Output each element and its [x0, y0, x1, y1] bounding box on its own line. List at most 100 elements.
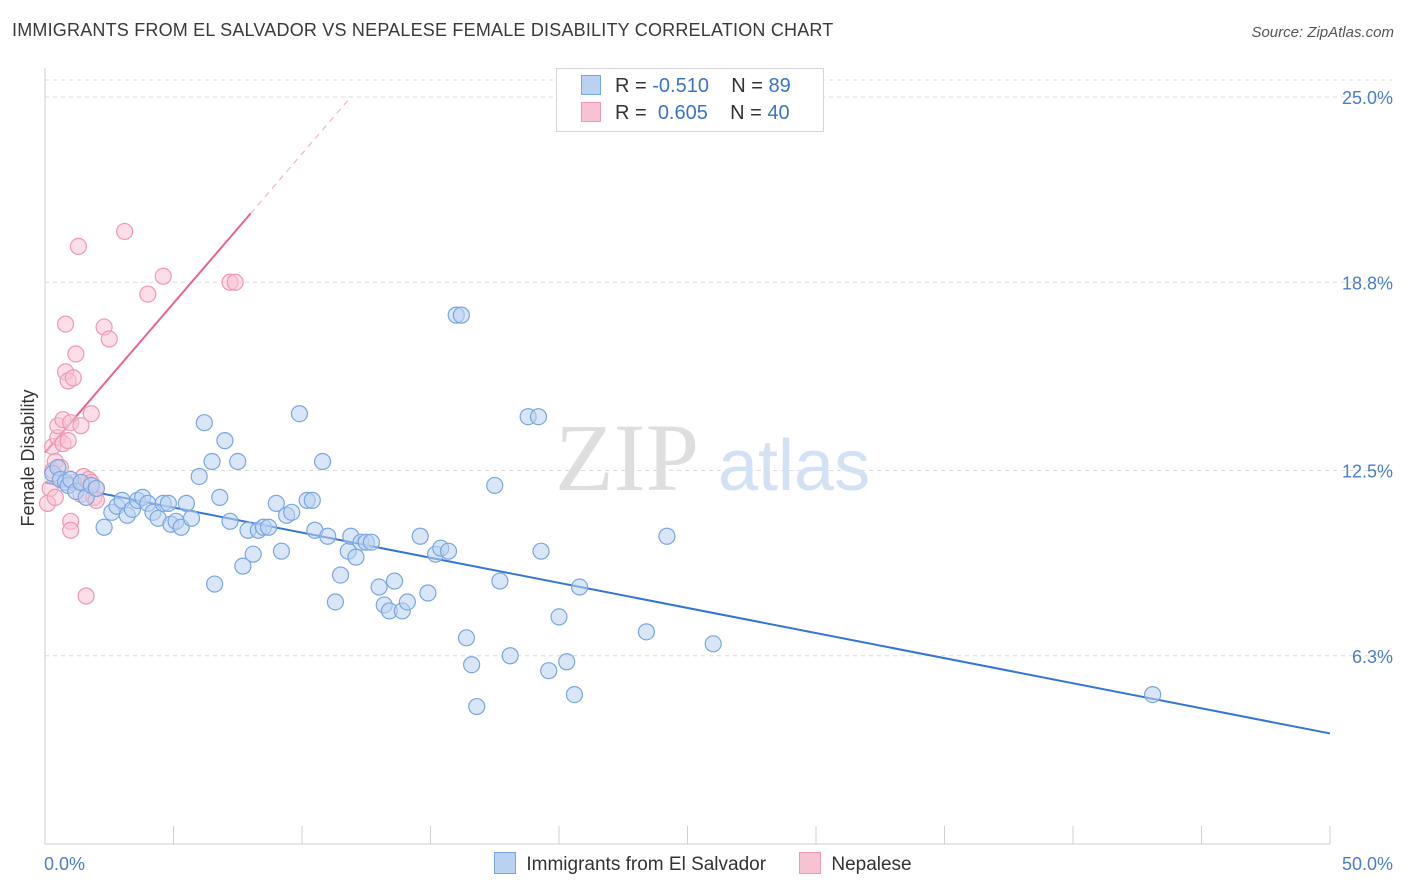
x-tick-label: 0.0% [44, 854, 85, 874]
el-salvador-point [370, 578, 388, 596]
el-salvador-point [362, 533, 380, 551]
legend-item-nepalese: Nepalese [799, 852, 912, 876]
stats-legend: R = -0.510 N = 89 R = 0.605 N = 40 [556, 68, 824, 132]
r-label: R = [615, 102, 647, 124]
r-value: 0.605 [657, 102, 708, 124]
r-label: R = [615, 75, 647, 97]
el-salvador-point [159, 494, 177, 512]
el-salvador-point [452, 306, 470, 324]
el-salvador-point [529, 408, 548, 426]
el-salvador-point [229, 452, 247, 471]
el-salvador-point [87, 479, 106, 498]
el-salvador-point [182, 509, 201, 527]
el-salvador-point [216, 432, 234, 450]
nepalese-point [64, 369, 82, 387]
el-salvador-point [637, 623, 655, 641]
el-salvador-point [491, 572, 509, 590]
el-salvador-points [44, 306, 1162, 716]
el-salvador-point [658, 527, 676, 545]
nepalese-point [59, 432, 77, 450]
legend-row-el-salvador: R = -0.510 N = 89 [581, 75, 791, 98]
el-salvador-point [211, 488, 229, 506]
el-salvador-point [303, 491, 321, 509]
el-salvador-point [704, 635, 722, 653]
nepalese-trendline-extension [250, 99, 349, 214]
n-label: N = [731, 75, 763, 97]
el-salvador-point [244, 545, 262, 563]
el-salvador-point [313, 452, 332, 471]
nepalese-point [72, 417, 90, 435]
axis-layer [44, 68, 1331, 845]
el-salvador-point [326, 593, 345, 611]
y-tick-label: 12.5% [1342, 462, 1393, 482]
legend-label: Nepalese [831, 854, 912, 875]
el-salvador-point [565, 685, 584, 704]
nepalese-point [154, 267, 172, 285]
el-salvador-point [385, 572, 404, 590]
el-salvador-point [203, 452, 221, 471]
y-tick-label: 18.8% [1342, 273, 1393, 293]
nepalese-point [100, 330, 118, 348]
pink-swatch [799, 852, 822, 874]
nepalese-point [82, 405, 100, 423]
blue-swatch [581, 75, 601, 95]
el-salvador-point [221, 512, 239, 530]
nepalese-points [38, 222, 244, 605]
nepalese-point [67, 345, 85, 363]
nepalese-point [116, 222, 134, 241]
nepalese-point [62, 521, 80, 539]
n-value: 89 [768, 75, 791, 97]
el-salvador-point [463, 656, 481, 674]
nepalese-trendline [44, 212, 252, 454]
blue-swatch [494, 852, 517, 874]
el-salvador-point [177, 494, 195, 512]
legend-label: Immigrants from El Salvador [526, 854, 767, 875]
nepalese-point [69, 237, 88, 255]
r-value: -0.510 [652, 75, 709, 97]
nepalese-point [77, 587, 95, 605]
el-salvador-point [411, 527, 429, 545]
el-salvador-point [532, 542, 550, 560]
nepalese-point [139, 285, 157, 303]
y-axis-title: Female Disability [18, 389, 38, 526]
y-tick-label: 25.0% [1342, 88, 1393, 108]
chart-title: IMMIGRANTS FROM EL SALVADOR VS NEPALESE … [12, 20, 834, 40]
pink-swatch [581, 102, 601, 122]
watermark-zip: ZIP [555, 404, 699, 511]
nepalese-point [226, 273, 244, 291]
el-salvador-point [540, 662, 558, 680]
legend-row-nepalese: R = 0.605 N = 40 [581, 102, 790, 125]
el-salvador-point [195, 414, 213, 432]
series-legend: Immigrants from El Salvador Nepalese [0, 852, 1406, 876]
tick-label-layer: 6.3% 12.5% 18.8% 25.0% 0.0% 50.0% Female Disab… [18, 88, 1393, 874]
el-salvador-point [234, 557, 252, 575]
el-salvador-point [272, 542, 291, 560]
n-label: N = [730, 102, 762, 124]
el-salvador-point [558, 653, 576, 671]
el-salvador-point [468, 697, 486, 716]
el-salvador-point [347, 548, 365, 566]
el-salvador-point [501, 647, 519, 665]
el-salvador-point [550, 608, 568, 626]
y-tick-label: 6.3% [1352, 647, 1393, 667]
el-salvador-point [267, 494, 285, 512]
el-salvador-point [259, 518, 278, 536]
watermark: ZIP atlas [555, 404, 870, 511]
n-value: 40 [767, 102, 790, 124]
el-salvador-point [95, 518, 113, 536]
el-salvador-point [419, 584, 437, 602]
el-salvador-point [283, 503, 301, 521]
el-salvador-point [319, 527, 337, 545]
nepalese-point [56, 315, 75, 333]
watermark-atlas: atlas [718, 426, 870, 506]
x-tick-label: 50.0% [1342, 854, 1393, 874]
el-salvador-point [457, 629, 476, 647]
el-salvador-point [439, 542, 458, 560]
source-label: Source: ZipAtlas.com [1251, 24, 1394, 41]
el-salvador-point [190, 467, 208, 486]
el-salvador-point [486, 476, 504, 495]
el-salvador-point [206, 575, 224, 593]
legend-item-el-salvador: Immigrants from El Salvador [494, 852, 766, 876]
el-salvador-point [290, 405, 309, 423]
